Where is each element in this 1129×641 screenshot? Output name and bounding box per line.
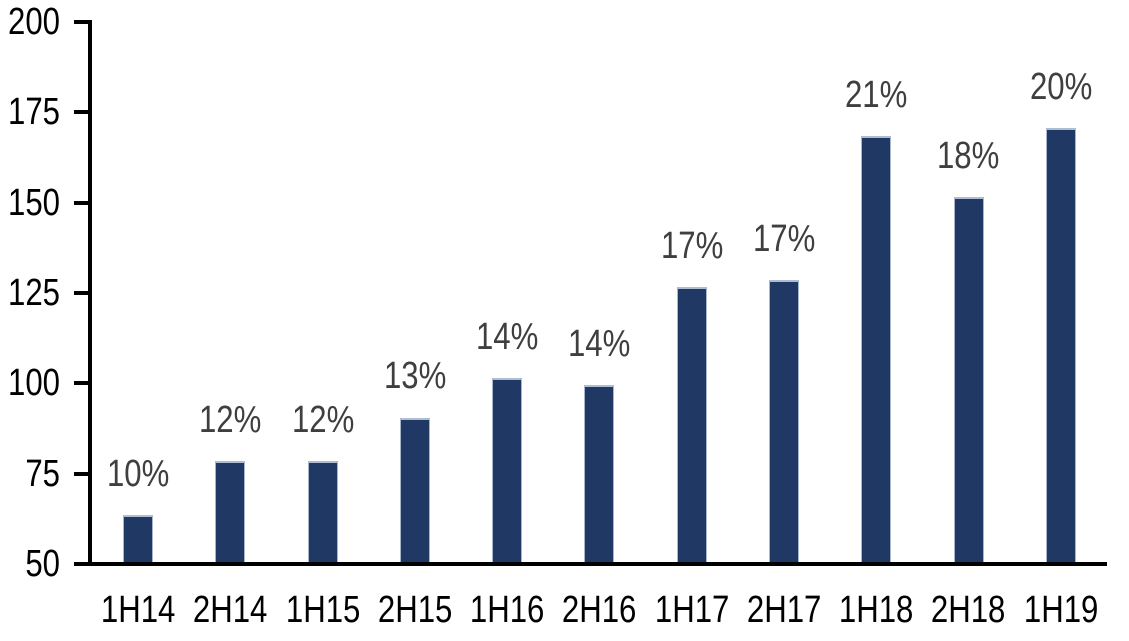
plot-area: 10% 12% 12% 13% 14% 14% 17% 17% 21% 18% 20% xyxy=(92,20,1107,562)
bar xyxy=(953,197,984,562)
bar-column: 14% xyxy=(553,20,645,562)
y-tick-label: 175 xyxy=(8,91,60,134)
y-tick-mark xyxy=(74,110,88,115)
bar xyxy=(123,515,154,562)
y-tick-label: 125 xyxy=(8,271,60,314)
bar-column: 17% xyxy=(738,20,830,562)
bar xyxy=(399,417,430,562)
y-tick-mark xyxy=(74,20,88,24)
x-tick-label: 1H16 xyxy=(469,589,545,631)
y-tick-mark xyxy=(74,290,88,295)
bar-value-label: 13% xyxy=(383,355,447,398)
bar-value-label: 21% xyxy=(845,73,908,116)
bar-column: 13% xyxy=(369,20,461,562)
y-tick-label: 200 xyxy=(8,1,60,43)
x-tick-label: 1H18 xyxy=(839,589,914,631)
x-tick-label: 2H18 xyxy=(931,589,1006,631)
bar xyxy=(307,460,338,562)
bar-column: 18% xyxy=(922,20,1014,562)
bar xyxy=(584,384,615,562)
x-axis-labels: 1H14 2H14 1H15 2H15 1H16 2H16 1H17 2H17 1H18 2H18… xyxy=(92,588,1107,634)
bar-column: 12% xyxy=(184,20,276,562)
bar-column: 14% xyxy=(461,20,553,562)
x-tick-label: 2H16 xyxy=(562,589,637,631)
x-tick-label: 1H19 xyxy=(1023,589,1099,631)
bar xyxy=(676,287,707,562)
bar-value-label: 20% xyxy=(1029,66,1092,109)
y-tick-label: 100 xyxy=(8,362,60,405)
y-tick-mark xyxy=(74,200,88,205)
bar xyxy=(1045,128,1076,562)
bar-column: 10% xyxy=(92,20,184,562)
bar-column: 17% xyxy=(646,20,738,562)
x-tick-label: 2H15 xyxy=(377,589,453,631)
bar-value-label: 12% xyxy=(291,398,354,441)
x-tick-label: 2H17 xyxy=(746,589,822,631)
x-tick-label: 1H17 xyxy=(654,589,729,631)
bar-value-label: 14% xyxy=(568,322,631,365)
y-tick-label: 150 xyxy=(8,181,60,224)
y-tick-mark xyxy=(74,381,88,386)
bar xyxy=(861,135,892,562)
y-axis-labels: 200 175 150 125 100 75 50 xyxy=(0,0,70,641)
x-tick-label: 2H14 xyxy=(193,589,268,631)
bar xyxy=(215,460,246,562)
bar-value-label: 14% xyxy=(476,315,539,358)
bar-value-label: 18% xyxy=(937,135,1000,178)
x-tick-label: 1H14 xyxy=(100,589,176,631)
bar-value-label: 17% xyxy=(752,218,816,261)
y-tick-label: 75 xyxy=(25,452,60,495)
bar-column: 21% xyxy=(830,20,922,562)
bar xyxy=(492,377,523,562)
bar-value-label: 10% xyxy=(106,453,170,496)
bar-value-label: 12% xyxy=(199,398,262,441)
bar xyxy=(768,280,799,562)
y-tick-mark xyxy=(74,561,88,566)
bar-column: 20% xyxy=(1015,20,1107,562)
y-tick-mark xyxy=(74,471,88,476)
y-tick-label: 50 xyxy=(25,542,60,585)
x-tick-label: 1H15 xyxy=(285,589,360,631)
x-axis-line xyxy=(88,562,1107,566)
y-axis-line xyxy=(88,20,92,566)
bar-column: 12% xyxy=(277,20,369,562)
bar-value-label: 17% xyxy=(660,225,723,268)
